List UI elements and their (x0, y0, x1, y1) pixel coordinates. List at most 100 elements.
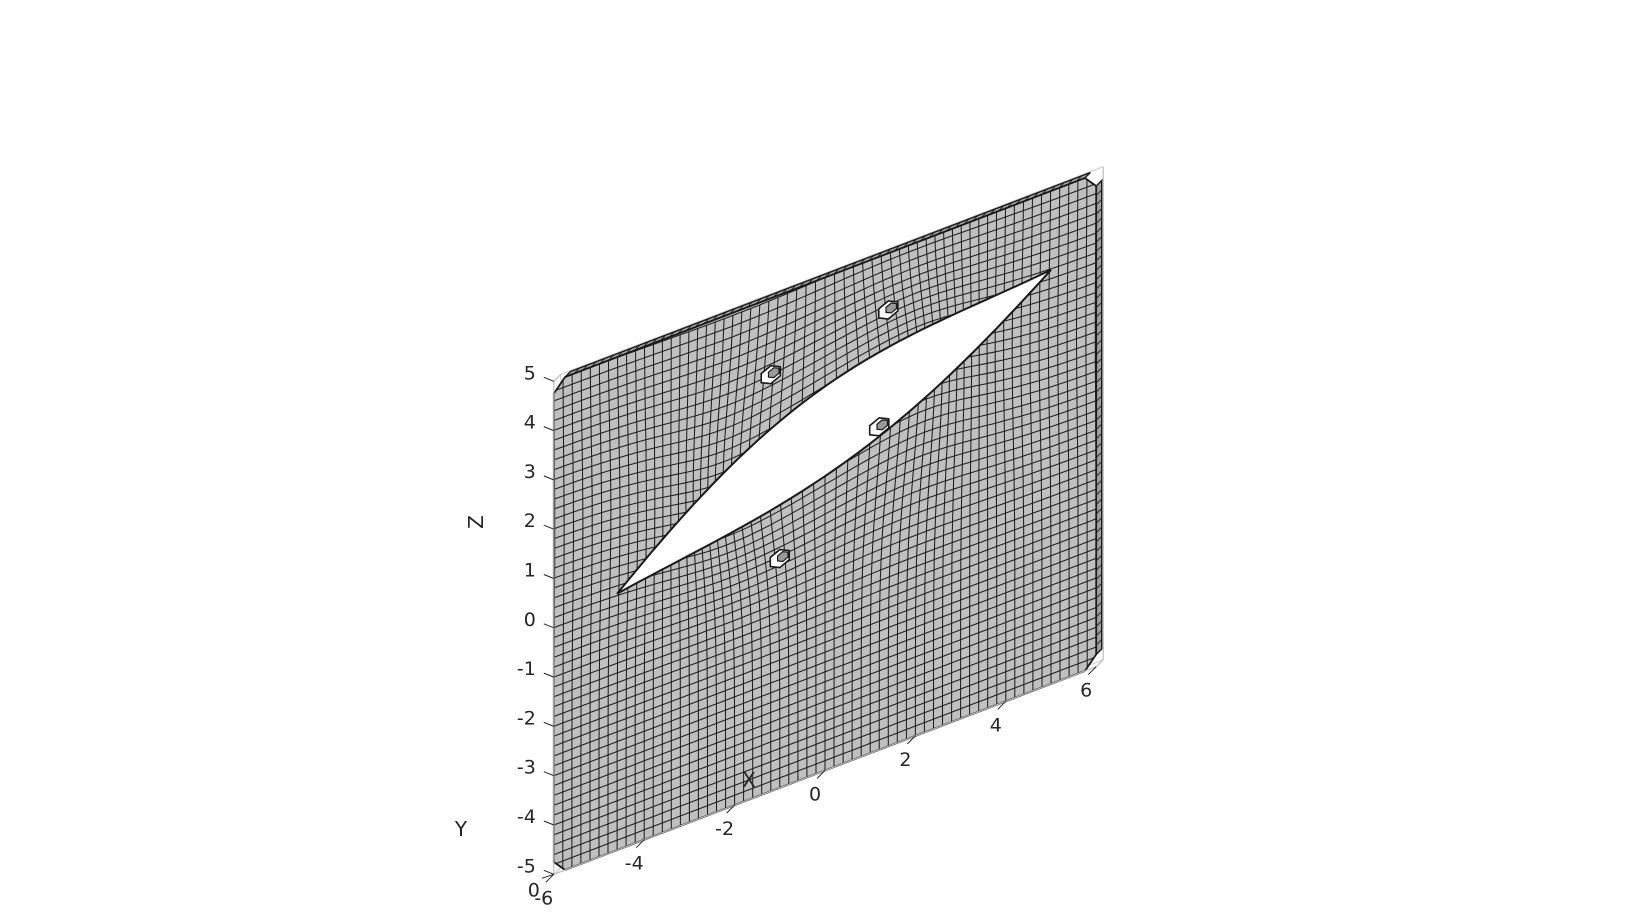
z-tick-label: -3 (517, 757, 536, 779)
x-tick-label: -6 (534, 887, 553, 909)
mesh-line-horizontal (553, 616, 1097, 826)
x-tick-label: 4 (990, 714, 1002, 736)
mesh-line-horizontal (554, 410, 1096, 619)
top-edge-line (885, 248, 892, 255)
top-edge-line (937, 228, 944, 235)
top-edge-line (902, 241, 909, 248)
top-edge-line (625, 347, 632, 355)
top-edge-line (651, 337, 658, 345)
top-edge-line (582, 364, 589, 371)
z-tick (543, 771, 554, 777)
mesh-line-horizontal (554, 272, 1096, 480)
right-edge-line (1095, 498, 1103, 505)
plate-front-face (552, 176, 1098, 872)
right-edge-line (1095, 629, 1103, 636)
z-tick (543, 376, 554, 382)
z-tick-label: 0 (524, 609, 536, 631)
top-edge-line (564, 371, 571, 378)
top-edge-line (686, 324, 693, 331)
x-tick (907, 735, 916, 745)
right-edge-line (1095, 320, 1103, 327)
right-edge-line (1095, 423, 1103, 430)
top-edge-line (945, 225, 953, 232)
x-tick (816, 770, 826, 779)
right-edge-line (1095, 451, 1103, 458)
top-edge-line (616, 351, 623, 358)
right-edge-line (1095, 470, 1103, 477)
top-edge-line (712, 314, 719, 321)
mesh-line-horizontal (554, 222, 1096, 431)
mesh-line-horizontal (553, 212, 1097, 421)
mesh-line-horizontal (553, 183, 1097, 392)
right-edge-line (1095, 517, 1103, 524)
top-edge-line (980, 211, 987, 219)
right-edge-line (1095, 273, 1103, 281)
top-edge-line (842, 265, 849, 272)
top-edge-line (634, 344, 641, 351)
right-edge-line (1095, 236, 1103, 243)
y-tick (541, 873, 554, 879)
mesh-line-horizontal (554, 331, 1096, 539)
x-tick (997, 700, 1007, 710)
top-edge-line (824, 271, 831, 278)
mesh-line-horizontal (553, 538, 1097, 747)
z-tick (543, 869, 554, 875)
right-edge-line (1095, 489, 1103, 496)
right-edge-line (1095, 358, 1103, 365)
right-edge-line (1095, 339, 1103, 346)
z-tick-label: -4 (517, 806, 536, 828)
top-edge-line (772, 291, 779, 298)
mesh-line-horizontal (553, 203, 1097, 412)
z-tick (543, 574, 554, 579)
y-axis-title: Y (454, 817, 468, 841)
mesh-line-horizontal (553, 508, 1097, 717)
top-edge-line (668, 331, 675, 338)
right-edge-line (1095, 386, 1103, 393)
mesh-line-horizontal (553, 439, 1097, 648)
z-tick-label: 3 (524, 461, 536, 483)
x-tick-label: -4 (625, 853, 644, 875)
top-edge-line (764, 294, 771, 302)
mesh-line-horizontal (553, 607, 1097, 816)
top-edge-line (573, 367, 580, 374)
top-edge-line (599, 357, 606, 365)
top-edge-line (1032, 192, 1039, 199)
right-edge-line (1095, 189, 1103, 196)
x-tick (1087, 666, 1097, 676)
right-edge-line (1095, 292, 1103, 299)
x-tick (635, 839, 645, 849)
top-edge-line (781, 288, 788, 295)
x-tick (545, 873, 555, 883)
right-edge-line (1095, 536, 1103, 543)
top-edge-line (928, 231, 935, 239)
right-edge-line (1095, 301, 1103, 309)
mesh-line-horizontal (554, 311, 1096, 520)
mesh-line-horizontal (554, 429, 1096, 638)
right-edge-line (1095, 620, 1103, 627)
top-edge-line (694, 321, 701, 328)
top-edge-line (1058, 182, 1065, 189)
mesh-line-horizontal (553, 479, 1097, 688)
mesh-line-horizontal (554, 302, 1096, 510)
hole-inner-wall (767, 367, 780, 379)
right-edge-line (1095, 648, 1103, 655)
mesh-grid (553, 178, 1097, 870)
z-tick (543, 721, 554, 727)
z-tick-label: 4 (524, 412, 536, 434)
top-edge-line (729, 308, 736, 315)
mesh-line-horizontal (554, 262, 1096, 471)
z-axis: -5 -4 -3 -2 -1 0 1 2 3 4 5 (517, 362, 554, 877)
z-tick (543, 623, 554, 629)
right-edge-line (1095, 198, 1103, 206)
z-tick-label: 5 (524, 362, 536, 384)
top-edge-line (642, 341, 649, 348)
right-edge-line (1095, 601, 1103, 608)
top-edge-line (660, 334, 667, 341)
top-edge-line (677, 328, 684, 335)
top-edge-line (989, 208, 996, 215)
box-front-edge (1095, 659, 1104, 668)
top-edge-line (738, 304, 745, 311)
mesh-line-horizontal (554, 341, 1096, 549)
right-edge-line (1095, 405, 1103, 412)
